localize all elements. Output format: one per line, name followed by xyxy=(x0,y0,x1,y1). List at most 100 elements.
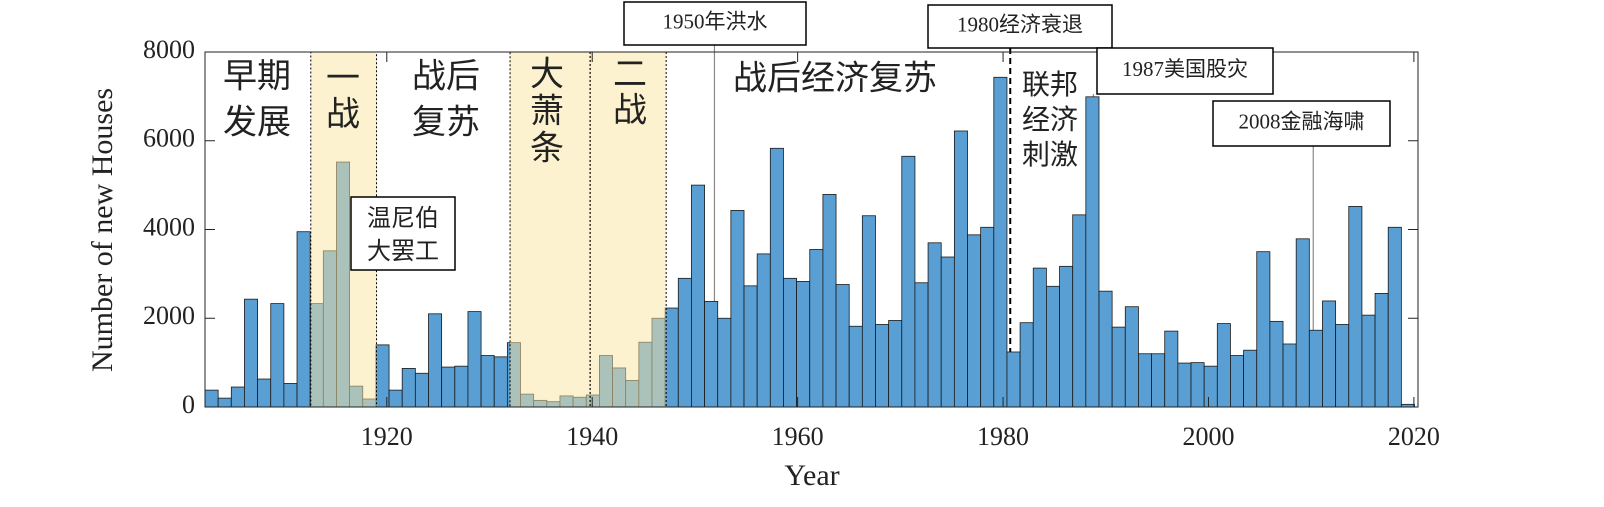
bar xyxy=(1177,362,1192,408)
event-box xyxy=(1096,47,1274,95)
bar xyxy=(270,303,285,408)
event-label: 1950年洪水 xyxy=(663,9,768,33)
bar xyxy=(441,366,456,408)
x-tick-label: 2000 xyxy=(1182,422,1234,451)
y-tick-label: 8000 xyxy=(143,35,195,64)
bar xyxy=(888,320,903,408)
bar xyxy=(467,311,482,408)
bar xyxy=(1387,226,1402,408)
bar xyxy=(743,285,758,408)
bar xyxy=(1361,314,1376,408)
bar xyxy=(927,242,942,408)
y-tick-label: 6000 xyxy=(143,124,195,153)
bar xyxy=(1164,330,1179,408)
period-label: 大 xyxy=(530,55,564,95)
x-tick-label: 1940 xyxy=(566,422,618,451)
bar xyxy=(940,256,955,408)
bar xyxy=(691,184,705,408)
period-label: 战后经济复苏 xyxy=(733,59,937,99)
bar xyxy=(1335,324,1350,408)
x-axis-title: Year xyxy=(784,459,839,492)
bar xyxy=(730,210,745,408)
period-label: 经济 xyxy=(1022,103,1078,136)
bar xyxy=(1006,351,1021,408)
bar xyxy=(756,253,771,408)
bar xyxy=(244,298,258,408)
y-axis-title: Number of new Houses xyxy=(86,88,119,372)
bar xyxy=(769,147,784,408)
x-tick-label: 1960 xyxy=(772,422,824,451)
note-label: 大罢工 xyxy=(367,237,439,265)
bar xyxy=(1138,353,1152,408)
period-shade xyxy=(509,51,591,408)
bar xyxy=(401,367,416,408)
bar xyxy=(257,378,272,408)
period-label: 条 xyxy=(530,129,564,169)
period-label: 战 xyxy=(326,95,360,135)
x-tick-label: 1980 xyxy=(977,422,1029,451)
x-tick-label: 2020 xyxy=(1388,422,1440,451)
bar xyxy=(480,355,495,408)
bar xyxy=(204,389,219,408)
bar xyxy=(980,226,995,408)
bar xyxy=(230,386,245,408)
event-box xyxy=(623,1,807,46)
bar xyxy=(664,307,679,408)
bar xyxy=(217,397,232,408)
period-label: 萧 xyxy=(530,92,564,132)
y-tick-label: 4000 xyxy=(143,212,195,241)
bar xyxy=(1348,206,1363,408)
bar xyxy=(1059,265,1074,408)
period-label: 早期 xyxy=(223,57,291,97)
bar xyxy=(414,372,429,408)
period-label: 战后 xyxy=(412,57,480,97)
event-label: 1980经济衰退 xyxy=(957,12,1083,36)
bar xyxy=(1045,285,1060,408)
period-label: 刺激 xyxy=(1022,138,1078,171)
bar xyxy=(296,231,311,408)
bar xyxy=(1151,353,1166,408)
event-box xyxy=(927,4,1113,49)
bar xyxy=(1269,320,1284,408)
bar xyxy=(1256,251,1271,408)
bar xyxy=(1374,292,1389,408)
bar xyxy=(835,284,850,408)
event-label: 2008金融海啸 xyxy=(1239,109,1365,133)
bar xyxy=(1085,96,1100,408)
bar xyxy=(1282,343,1297,408)
period-label: 一 xyxy=(326,59,360,99)
x-tick-label: 1920 xyxy=(361,422,413,451)
bar xyxy=(796,281,811,408)
bar xyxy=(677,277,692,408)
y-tick-label: 0 xyxy=(182,390,195,419)
period-label: 二 xyxy=(613,55,647,95)
bar xyxy=(809,249,824,408)
bar xyxy=(283,383,298,408)
bar xyxy=(901,155,916,408)
bar xyxy=(1098,290,1113,408)
period-label: 战 xyxy=(613,91,647,131)
bar xyxy=(1124,306,1139,408)
y-tick-label: 2000 xyxy=(143,301,195,330)
event-box xyxy=(1212,100,1391,147)
period-shade xyxy=(589,51,667,408)
bar xyxy=(1019,322,1034,408)
bar xyxy=(428,313,443,408)
bar xyxy=(1032,267,1047,408)
bar xyxy=(717,317,732,408)
bar xyxy=(1190,362,1205,408)
bar xyxy=(1243,349,1258,408)
bar xyxy=(822,194,837,408)
note-box xyxy=(350,196,456,271)
bar xyxy=(967,234,982,408)
bar xyxy=(1216,323,1231,408)
period-label: 复苏 xyxy=(412,103,480,143)
bar xyxy=(454,365,469,408)
bar xyxy=(993,76,1008,408)
bar xyxy=(1322,300,1337,408)
bar xyxy=(388,389,403,408)
bar xyxy=(704,300,719,408)
bar xyxy=(1295,238,1310,408)
bar xyxy=(1203,365,1218,408)
